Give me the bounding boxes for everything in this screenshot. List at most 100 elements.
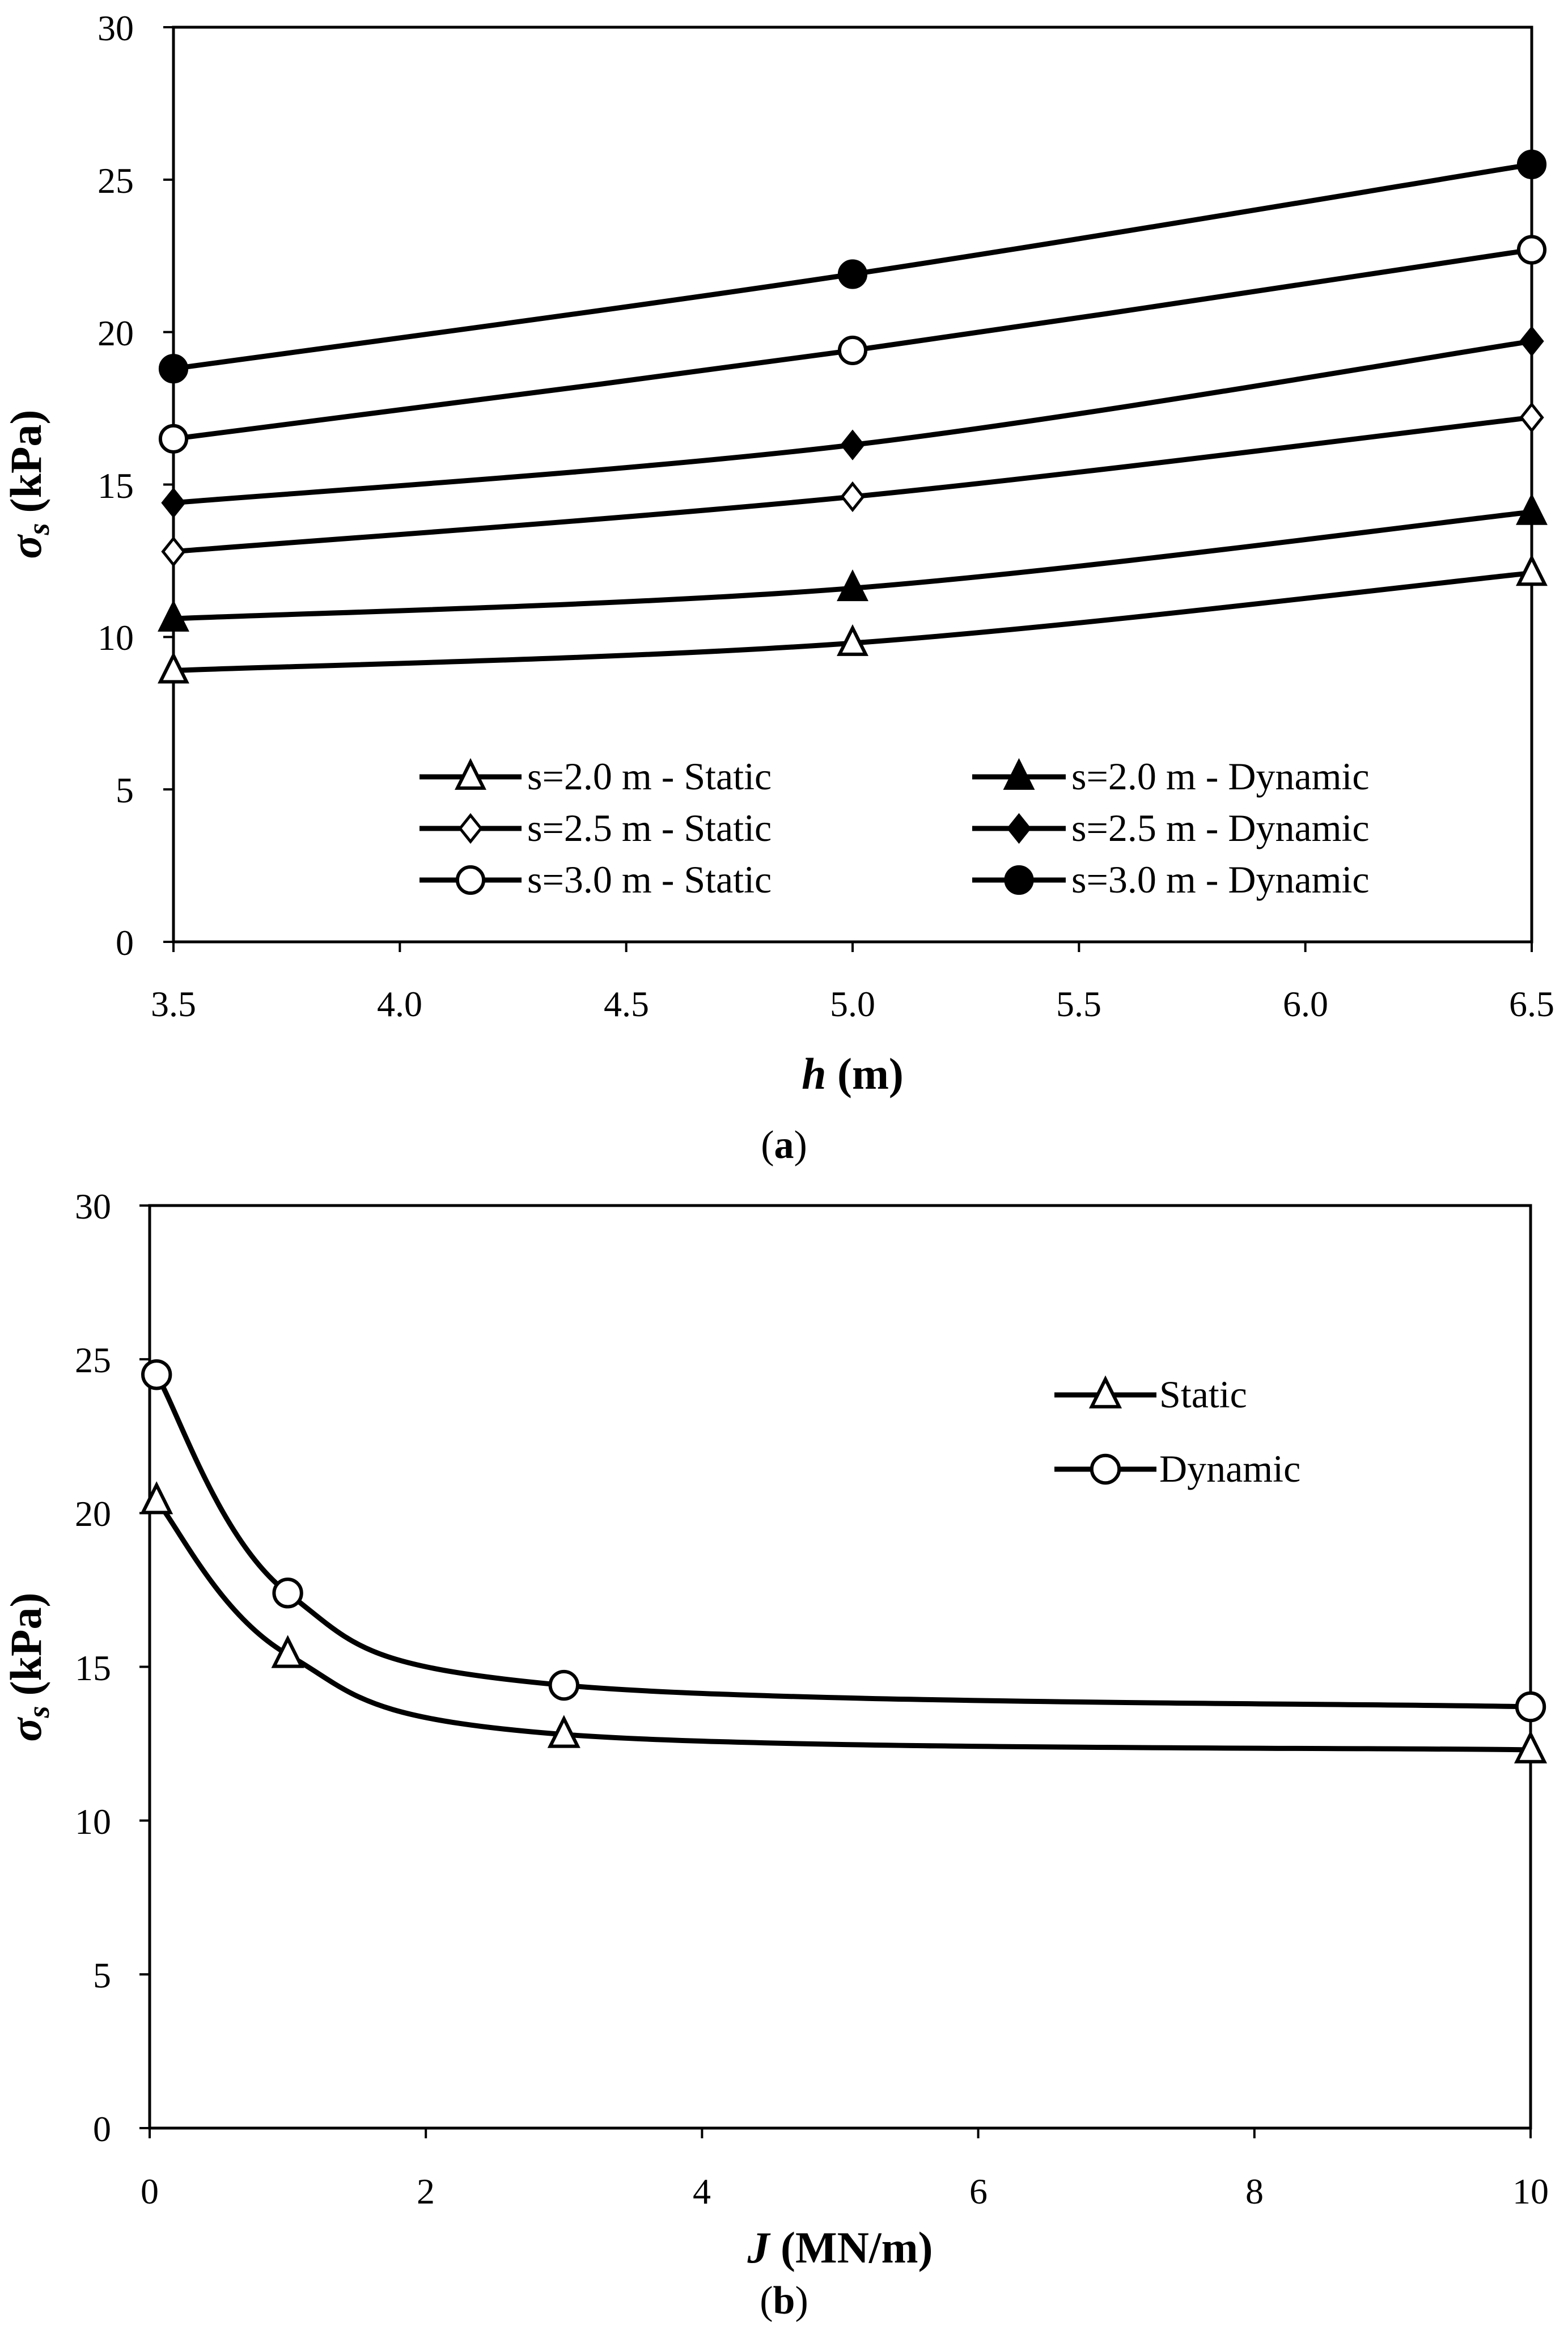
x-tick-label-b-5: 10 <box>1512 2171 1549 2211</box>
x-tick-label-a-6: 6.5 <box>1509 984 1554 1024</box>
x-tick-label-b-1: 2 <box>417 2171 435 2211</box>
panel-b-legend <box>1054 1375 1156 1485</box>
y-tick-label-b-2: 10 <box>75 1801 111 1842</box>
y-axis-label-b: σs (kPa) <box>1 1592 56 1741</box>
y-tick-label-a-0: 0 <box>116 923 134 963</box>
b-point-1-2 <box>548 1669 579 1701</box>
legend-label-a-3: s=2.5 m - Dynamic <box>1071 806 1370 849</box>
a-legend-marker-1 <box>1003 758 1035 790</box>
x-tick-label-a-4: 5.5 <box>1056 984 1101 1024</box>
y-tick-label-a-4: 20 <box>98 313 134 353</box>
b-legend-marker-1 <box>1090 1453 1121 1485</box>
b-legend-marker-0 <box>1088 1375 1122 1409</box>
x-tick-label-a-0: 3.5 <box>151 984 196 1024</box>
a-legend-marker-4 <box>455 865 486 895</box>
panel-b-series-layer <box>154 1372 1533 1753</box>
a-point-2-1 <box>840 481 865 513</box>
a-point-1-0 <box>158 599 189 632</box>
y-tick-label-a-5: 25 <box>98 160 134 201</box>
x-tick-label-a-2: 4.5 <box>604 984 649 1024</box>
panel-a-ticks <box>163 26 1533 952</box>
legend-label-a-2: s=2.5 m - Static <box>527 806 772 849</box>
a-point-5-0 <box>158 354 189 384</box>
x-axis-unit-b: (MN/m) <box>781 2223 933 2272</box>
b-point-0-0 <box>140 1481 173 1515</box>
panel-a-caption-letter: a <box>774 1123 794 1167</box>
panel-a-caption: (a) <box>761 1123 807 1167</box>
y-axis-symbol-b: σ <box>1 1717 50 1742</box>
y-tick-label-a-1: 5 <box>116 770 134 810</box>
panel-b-markers-layer <box>140 1359 1548 1763</box>
y-tick-label-b-0: 0 <box>93 2109 111 2149</box>
a-legend-marker-0 <box>455 758 486 790</box>
b-point-0-2 <box>547 1715 580 1748</box>
a-point-3-0 <box>161 487 186 518</box>
x-tick-label-b-3: 6 <box>969 2171 988 2211</box>
y-axis-subscript-a: s <box>22 523 56 535</box>
x-axis-unit-a: (m) <box>837 1049 904 1098</box>
b-point-0-3 <box>1514 1730 1548 1763</box>
b-series-line-0 <box>154 1498 1533 1753</box>
a-point-3-1 <box>840 429 865 460</box>
a-point-0-0 <box>158 652 189 684</box>
legend-label-b-1: Dynamic <box>1159 1447 1300 1490</box>
a-point-1-2 <box>1516 493 1548 525</box>
a-legend-marker-3 <box>1006 813 1032 844</box>
panel-a-legend <box>419 758 1066 895</box>
y-tick-label-b-6: 30 <box>75 1186 111 1227</box>
y-axis-label-a: σs (kPa) <box>1 409 56 559</box>
x-axis-label-a: h (m) <box>802 1049 904 1098</box>
a-point-5-1 <box>837 259 868 289</box>
x-tick-label-b-4: 8 <box>1245 2171 1264 2211</box>
y-axis-subscript-b: s <box>22 1706 56 1718</box>
a-legend-marker-2 <box>458 813 483 844</box>
a-point-4-1 <box>837 335 868 366</box>
legend-label-a-1: s=2.0 m - Dynamic <box>1071 755 1370 798</box>
y-tick-label-a-3: 15 <box>98 466 134 506</box>
b-point-1-0 <box>141 1359 172 1390</box>
x-tick-label-b-0: 0 <box>141 2171 159 2211</box>
x-axis-label-b: J (MN/m) <box>747 2223 933 2272</box>
legend-label-a-4: s=3.0 m - Static <box>527 858 772 901</box>
a-point-3-2 <box>1519 325 1544 357</box>
x-axis-symbol-a: h <box>802 1049 826 1098</box>
y-tick-label-b-3: 15 <box>75 1648 111 1688</box>
chart-panel-b: Static Dynamic 0 2 4 6 8 10 0 5 10 15 20… <box>1 1186 1549 2323</box>
a-point-4-2 <box>1516 235 1547 265</box>
a-legend-marker-5 <box>1004 865 1034 895</box>
x-tick-label-a-3: 5.0 <box>830 984 875 1024</box>
b-point-1-3 <box>1515 1691 1546 1723</box>
panel-b-caption: (b) <box>760 2279 808 2323</box>
legend-label-b-0: Static <box>1159 1373 1247 1416</box>
y-tick-label-a-2: 10 <box>98 618 134 658</box>
a-point-1-1 <box>837 569 868 602</box>
panel-b-ticks <box>139 1204 1532 2138</box>
a-point-0-2 <box>1516 554 1548 586</box>
y-tick-label-b-4: 20 <box>75 1494 111 1534</box>
chart-panel-a: s=2.0 m - Static s=2.0 m - Dynamic s=2.5… <box>1 8 1554 1167</box>
a-point-4-0 <box>158 424 189 454</box>
a-point-5-2 <box>1516 149 1547 180</box>
y-tick-label-a-6: 30 <box>98 8 134 48</box>
a-point-2-2 <box>1519 402 1544 433</box>
panel-b-caption-letter: b <box>773 2279 795 2323</box>
y-axis-unit-a: (kPa) <box>1 409 50 513</box>
a-point-0-1 <box>837 624 868 656</box>
x-tick-label-a-1: 4.0 <box>377 984 422 1024</box>
b-point-1-1 <box>272 1578 303 1609</box>
x-axis-symbol-b: J <box>747 2223 771 2272</box>
y-tick-label-b-5: 25 <box>75 1340 111 1380</box>
x-tick-label-a-5: 6.0 <box>1283 984 1328 1024</box>
y-axis-unit-b: (kPa) <box>1 1592 50 1695</box>
b-point-0-1 <box>271 1635 304 1668</box>
b-series-line-1 <box>154 1372 1533 1710</box>
legend-label-a-0: s=2.0 m - Static <box>527 755 772 798</box>
a-point-2-0 <box>161 536 186 567</box>
y-tick-label-b-1: 5 <box>93 1955 111 1995</box>
y-axis-symbol-a: σ <box>1 534 50 559</box>
legend-label-a-5: s=3.0 m - Dynamic <box>1071 858 1370 901</box>
x-tick-label-b-2: 4 <box>693 2171 711 2211</box>
panel-a-markers-layer <box>158 149 1548 684</box>
